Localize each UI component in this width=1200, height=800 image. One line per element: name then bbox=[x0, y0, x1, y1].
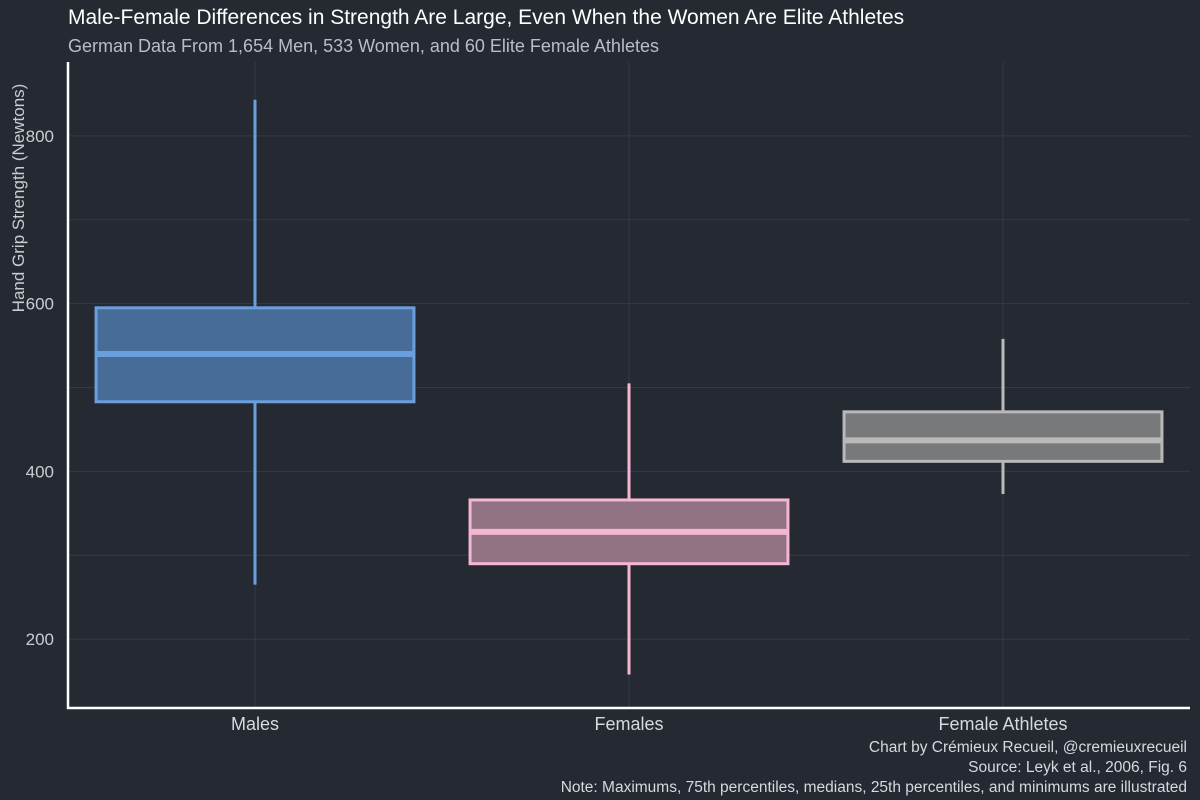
y-tick-label: 200 bbox=[26, 630, 54, 649]
chart-title: Male-Female Differences in Strength Are … bbox=[68, 6, 905, 29]
y-tick-label: 600 bbox=[26, 295, 54, 314]
chart-subtitle: German Data From 1,654 Men, 533 Women, a… bbox=[68, 36, 659, 56]
chart-caption: Chart by Crémieux Recueil, @cremieuxrecu… bbox=[561, 738, 1187, 798]
caption-note: Note: Maximums, 75th percentiles, median… bbox=[560, 779, 1187, 796]
female-athletes-box bbox=[842, 410, 1164, 463]
x-tick-label: Females bbox=[594, 714, 663, 734]
x-tick-label: Female Athletes bbox=[938, 714, 1067, 734]
y-tick-label: 800 bbox=[26, 127, 54, 146]
x-tick-label: Males bbox=[231, 714, 279, 734]
caption-credit: Chart by Crémieux Recueil, @cremieuxrecu… bbox=[868, 739, 1187, 756]
caption-source: Source: Leyk et al., 2006, Fig. 6 bbox=[968, 759, 1187, 776]
y-tick-label: 400 bbox=[26, 462, 54, 481]
